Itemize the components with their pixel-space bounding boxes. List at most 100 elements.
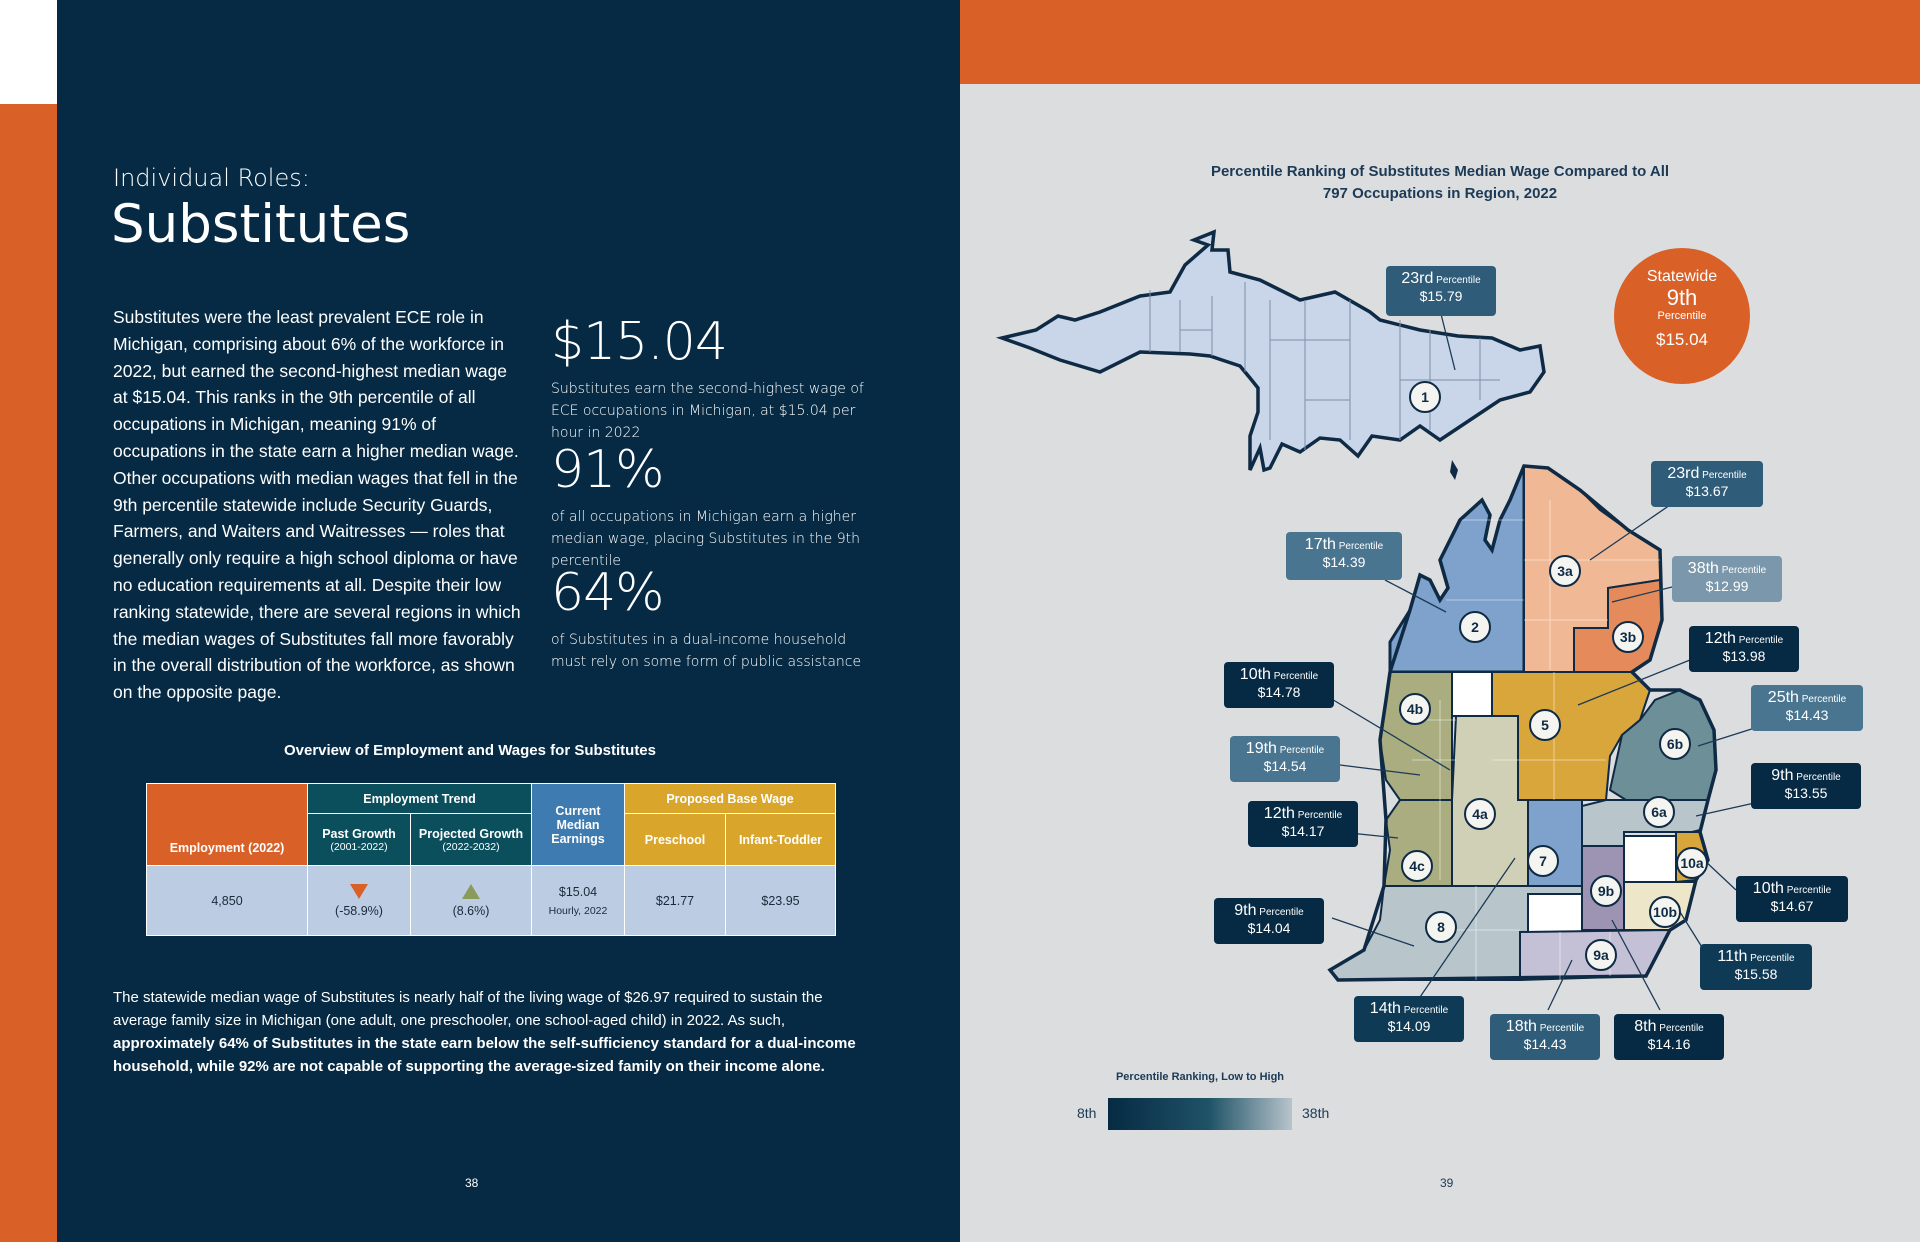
callout-rank-line: 19th Percentile bbox=[1230, 740, 1340, 758]
percentile-callout: 8th Percentile $14.16 bbox=[1614, 1014, 1724, 1060]
region-number-4c: 4c bbox=[1401, 850, 1433, 882]
page-title: Substitutes bbox=[111, 194, 411, 255]
median-sub: Hourly, 2022 bbox=[548, 904, 608, 917]
statewide-label: Statewide bbox=[1646, 268, 1718, 285]
th-past-growth: Past Growth (2001-2022) bbox=[307, 813, 411, 866]
region-4b-shape bbox=[1378, 671, 1457, 801]
callout-rank: 19th bbox=[1245, 740, 1277, 757]
map-title-line-1: Percentile Ranking of Substitutes Median… bbox=[1210, 163, 1670, 180]
statewide-badge-text: Statewide 9th Percentile $15.04 bbox=[1614, 268, 1750, 350]
callout-percentile-word: Percentile bbox=[1270, 671, 1319, 682]
stat-description: of Substitutes in a dual-income househol… bbox=[551, 632, 862, 670]
callout-rank: 10th bbox=[1752, 880, 1784, 897]
callout-percentile-word: Percentile bbox=[1400, 1005, 1449, 1016]
projected-growth-value: (8.6%) bbox=[452, 903, 490, 918]
bottom-text-normal: The statewide median wage of Substitutes… bbox=[113, 989, 823, 1029]
callout-percentile-word: Percentile bbox=[1718, 565, 1767, 576]
callout-rank-line: 9th Percentile bbox=[1751, 767, 1861, 785]
map-title-line-2: 797 Occupations in Region, 2022 bbox=[1322, 185, 1558, 202]
percentile-callout: 25th Percentile $14.43 bbox=[1751, 685, 1863, 731]
percentile-callout: 38th Percentile $12.99 bbox=[1672, 556, 1782, 602]
td-infant-toddler: $23.95 bbox=[725, 865, 836, 936]
th-proposed-wage: Proposed Base Wage bbox=[624, 783, 836, 814]
callout-rank: 9th bbox=[1234, 902, 1257, 919]
callout-percentile-word: Percentile bbox=[1798, 694, 1847, 705]
percentile-callout: 18th Percentile $14.43 bbox=[1490, 1014, 1600, 1060]
percentile-callout: 19th Percentile $14.54 bbox=[1230, 736, 1340, 782]
th-proj-label: Projected Growth bbox=[418, 826, 524, 841]
callout-wage: $14.78 bbox=[1257, 684, 1301, 700]
percentile-callout: 12th Percentile $14.17 bbox=[1248, 801, 1358, 847]
region-number-10a: 10a bbox=[1676, 847, 1708, 879]
callout-wage: $15.58 bbox=[1734, 966, 1778, 982]
th-current-median: Current Median Earnings bbox=[531, 783, 625, 866]
callout-wage: $13.55 bbox=[1784, 785, 1828, 801]
callout-percentile-word: Percentile bbox=[1747, 953, 1795, 964]
percentile-callout: 11th Percentile $15.58 bbox=[1700, 944, 1812, 990]
table-title: Overview of Employment and Wages for Sub… bbox=[283, 742, 656, 759]
th-past-label: Past Growth bbox=[322, 826, 396, 841]
stat-value: $15.04 bbox=[551, 312, 728, 372]
region-number-3b: 3b bbox=[1612, 621, 1644, 653]
callout-rank-line: 23rd Percentile bbox=[1386, 270, 1496, 288]
callout-rank-line: 17th Percentile bbox=[1286, 536, 1402, 554]
bottom-text-bold: approximately 64% of Substitutes in the … bbox=[113, 1035, 856, 1075]
callout-wage: $14.67 bbox=[1770, 898, 1814, 914]
th-preschool: Preschool bbox=[624, 813, 726, 866]
percentile-callout: 17th Percentile $14.39 bbox=[1286, 532, 1402, 580]
callout-rank: 38th bbox=[1687, 560, 1719, 577]
callout-rank-line: 12th Percentile bbox=[1689, 630, 1799, 648]
region-number-7: 7 bbox=[1527, 845, 1559, 877]
down-triangle-icon bbox=[350, 883, 368, 899]
stat-block-assistance: 64% of Substitutes in a dual-income hous… bbox=[551, 563, 881, 673]
percentile-callout: 10th Percentile $14.78 bbox=[1224, 662, 1334, 708]
td-current-median: $15.04 Hourly, 2022 bbox=[531, 865, 625, 936]
left-page bbox=[57, 0, 960, 1242]
callout-rank: 9th bbox=[1771, 767, 1794, 784]
callout-percentile-word: Percentile bbox=[1276, 745, 1325, 756]
stat-block-wage: $15.04 Substitutes earn the second-highe… bbox=[551, 312, 881, 444]
callout-rank: 14th bbox=[1369, 1000, 1401, 1017]
region-number-10b: 10b bbox=[1649, 896, 1681, 928]
region-number-2: 2 bbox=[1459, 611, 1491, 643]
region-number-6a: 6a bbox=[1643, 796, 1675, 828]
callout-rank-line: 12th Percentile bbox=[1248, 805, 1358, 823]
section-kicker: Individual Roles: bbox=[113, 164, 310, 192]
callout-rank: 18th bbox=[1505, 1018, 1537, 1035]
bottom-paragraph: The statewide median wage of Substitutes… bbox=[113, 986, 863, 1078]
percentile-callout: 23rd Percentile $13.67 bbox=[1651, 461, 1763, 507]
callout-wage: $14.17 bbox=[1281, 823, 1325, 839]
callout-rank: 12th bbox=[1704, 630, 1736, 647]
stat-description: Substitutes earn the second-highest wage… bbox=[551, 381, 864, 441]
statewide-rank: 9th bbox=[1666, 285, 1698, 310]
callout-rank: 17th bbox=[1304, 536, 1336, 553]
callout-wage: $13.98 bbox=[1722, 648, 1766, 664]
th-employment: Employment (2022) bbox=[146, 783, 308, 866]
callout-percentile-word: Percentile bbox=[1433, 275, 1481, 286]
th-infant-toddler: Infant-Toddler bbox=[725, 813, 836, 866]
orange-top-bar bbox=[960, 0, 1920, 84]
th-employment-trend: Employment Trend bbox=[307, 783, 532, 814]
callout-wage: $12.99 bbox=[1705, 578, 1749, 594]
callout-rank-line: 23rd Percentile bbox=[1651, 465, 1763, 483]
michigan-region-map bbox=[995, 229, 1781, 1130]
callout-rank-line: 9th Percentile bbox=[1214, 902, 1324, 920]
th-projected-growth: Projected Growth (2022-2032) bbox=[410, 813, 532, 866]
legend-low: 8th bbox=[1077, 1105, 1097, 1121]
callout-rank-line: 14th Percentile bbox=[1354, 1000, 1464, 1018]
percentile-callout: 12th Percentile $13.98 bbox=[1689, 626, 1799, 672]
stat-value: 64% bbox=[551, 563, 665, 623]
legend-high: 38th bbox=[1302, 1105, 1330, 1121]
callout-rank: 23rd bbox=[1667, 465, 1700, 482]
percentile-callout: 23rd Percentile $15.79 bbox=[1386, 266, 1496, 316]
callout-wage: $14.04 bbox=[1247, 920, 1291, 936]
th-past-range: (2001-2022) bbox=[330, 840, 388, 853]
callout-wage: $14.09 bbox=[1387, 1018, 1431, 1034]
stat-value: 91% bbox=[551, 440, 665, 500]
callout-rank-line: 10th Percentile bbox=[1224, 666, 1334, 684]
callout-rank: 12th bbox=[1263, 805, 1295, 822]
callout-wage: $14.43 bbox=[1523, 1036, 1567, 1052]
td-past-growth: (-58.9%) bbox=[307, 865, 411, 936]
percentile-callout: 9th Percentile $13.55 bbox=[1751, 763, 1861, 809]
callout-percentile-word: Percentile bbox=[1656, 1023, 1704, 1034]
